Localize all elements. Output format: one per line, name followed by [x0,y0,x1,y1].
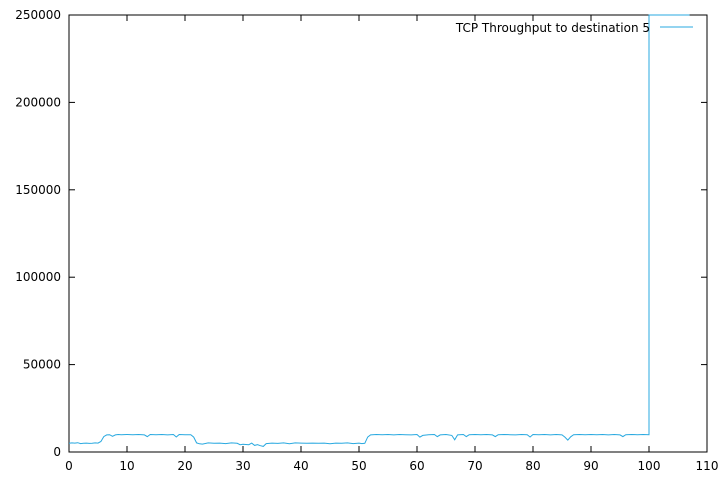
y-tick-label: 0 [53,445,61,459]
legend: TCP Throughput to destination 5 [455,21,693,35]
x-tick-label: 40 [293,459,308,473]
x-tick-label: 30 [235,459,250,473]
y-tick-label: 200000 [15,95,61,109]
x-tick-label: 20 [177,459,192,473]
x-tick-label: 50 [351,459,366,473]
y-tick-label: 100000 [15,270,61,284]
axes [68,14,708,453]
series-line-tcp-throughput [68,14,690,447]
x-tick-label: 70 [467,459,482,473]
x-tick-label: 110 [696,459,719,473]
x-tick-label: 0 [65,459,73,473]
y-tick-label: 250000 [15,8,61,22]
x-tick-label: 60 [409,459,424,473]
y-axis-ticks: 0 50000 100000 150000 200000 250000 [15,8,707,459]
plot-border [68,14,708,453]
legend-label: TCP Throughput to destination 5 [455,21,650,35]
x-tick-label: 80 [525,459,540,473]
x-axis-ticks: 0 10 20 30 40 50 60 70 80 90 100 110 [65,15,718,473]
plot-area [68,14,690,447]
x-tick-label: 100 [638,459,661,473]
x-tick-label: 10 [119,459,134,473]
x-tick-label: 90 [583,459,598,473]
y-tick-label: 50000 [23,358,61,372]
y-tick-label: 150000 [15,183,61,197]
